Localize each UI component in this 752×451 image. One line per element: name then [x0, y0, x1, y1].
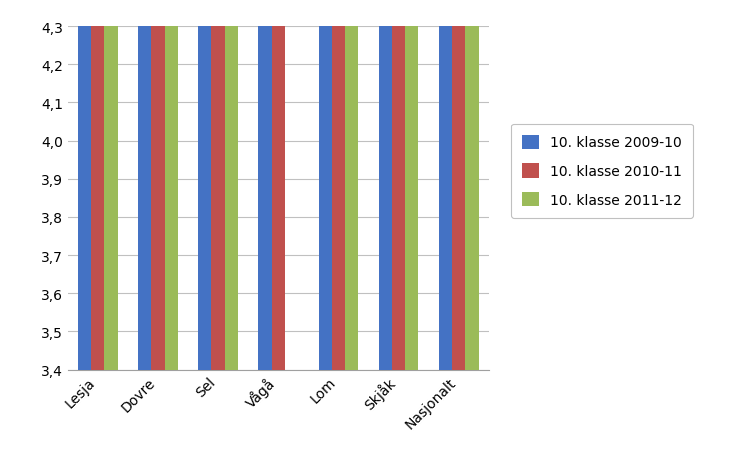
Legend: 10. klasse 2009-10, 10. klasse 2010-11, 10. klasse 2011-12: 10. klasse 2009-10, 10. klasse 2010-11, … — [511, 124, 693, 218]
Bar — [379, 0, 392, 370]
Bar — [271, 0, 285, 370]
Bar — [392, 0, 405, 370]
Bar — [105, 0, 117, 370]
Bar — [78, 0, 91, 370]
Bar — [91, 0, 105, 370]
Bar — [345, 0, 358, 370]
Bar — [319, 0, 332, 370]
Bar — [138, 0, 151, 370]
Bar — [211, 0, 225, 370]
Bar — [225, 0, 238, 370]
Bar — [452, 0, 465, 370]
Bar — [439, 0, 452, 370]
Bar — [199, 0, 211, 370]
Bar — [465, 0, 478, 370]
Bar — [165, 0, 177, 370]
Bar — [332, 0, 345, 370]
Bar — [151, 0, 165, 370]
Bar — [405, 0, 418, 370]
Bar — [259, 0, 271, 370]
